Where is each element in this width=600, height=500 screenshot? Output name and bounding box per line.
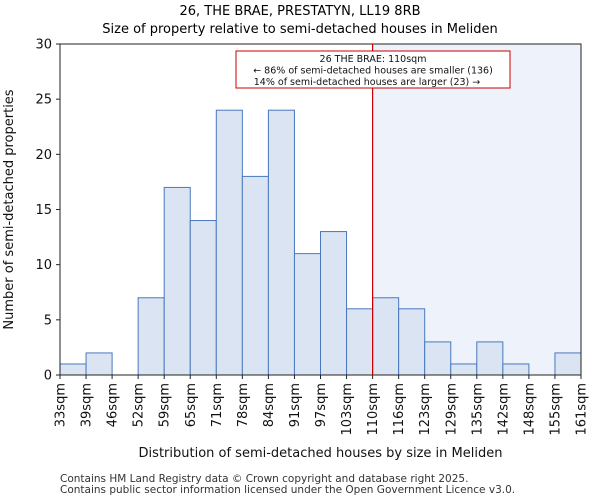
annotation-line-2: ← 86% of semi-detached houses are smalle… — [253, 66, 493, 77]
bar-52sqm — [137, 297, 165, 376]
x-tick-label-103sqm: 103sqm — [340, 383, 355, 436]
bar-129sqm — [450, 363, 478, 376]
x-tick-label-135sqm: 135sqm — [470, 383, 485, 436]
x-tick-label-116sqm: 116sqm — [392, 383, 407, 436]
bar-123sqm — [424, 341, 452, 376]
y-tick-label: 10 — [35, 258, 52, 273]
bar-135sqm — [476, 341, 504, 376]
x-tick-label-91sqm: 91sqm — [288, 383, 303, 427]
x-tick-label-110sqm: 110sqm — [366, 383, 381, 436]
annotation-box — [235, 50, 511, 89]
bar-65sqm — [189, 220, 217, 376]
bar-59sqm — [163, 186, 191, 376]
x-tick-label-129sqm: 129sqm — [444, 383, 459, 436]
bar-155sqm — [554, 352, 582, 376]
footer-attribution-1: Contains HM Land Registry data © Crown c… — [60, 473, 469, 485]
bar-78sqm — [241, 175, 269, 376]
x-tick-label-46sqm: 46sqm — [106, 383, 121, 427]
y-tick-label: 0 — [44, 369, 52, 384]
annotation-line-3: 14% of semi-detached houses are larger (… — [254, 77, 481, 88]
x-tick-label-123sqm: 123sqm — [418, 383, 433, 436]
x-tick-label-148sqm: 148sqm — [522, 383, 537, 436]
bar-71sqm — [215, 109, 243, 376]
bar-103sqm — [346, 308, 374, 376]
chart-subtitle: Size of property relative to semi-detach… — [102, 22, 498, 37]
x-tick-label-52sqm: 52sqm — [132, 383, 147, 427]
x-axis-title: Distribution of semi-detached houses by … — [139, 446, 503, 461]
y-tick-label: 30 — [35, 38, 52, 53]
x-tick-label-78sqm: 78sqm — [236, 383, 251, 427]
bar-116sqm — [398, 308, 426, 376]
y-tick-label: 15 — [35, 203, 52, 218]
x-tick-label-65sqm: 65sqm — [184, 383, 199, 427]
x-tick-label-161sqm: 161sqm — [575, 383, 590, 436]
x-tick-label-39sqm: 39sqm — [80, 383, 95, 427]
x-tick-label-97sqm: 97sqm — [314, 383, 329, 427]
chart-title: 26, THE BRAE, PRESTATYN, LL19 8RB — [179, 4, 421, 19]
bar-97sqm — [320, 231, 348, 376]
bar-142sqm — [502, 363, 530, 376]
x-tick-label-71sqm: 71sqm — [210, 383, 225, 427]
x-tick-label-84sqm: 84sqm — [262, 383, 277, 427]
y-tick-label: 25 — [35, 93, 52, 108]
bar-39sqm — [85, 352, 113, 376]
bar-110sqm — [372, 297, 400, 376]
y-tick-label: 5 — [44, 313, 52, 328]
x-tick-label-155sqm: 155sqm — [548, 383, 563, 436]
footer-attribution-2: Contains public sector information licen… — [60, 484, 516, 496]
y-tick-label: 20 — [35, 148, 52, 163]
bar-91sqm — [293, 253, 322, 376]
x-tick-label-33sqm: 33sqm — [54, 383, 69, 427]
bar-84sqm — [267, 109, 295, 376]
x-tick-label-142sqm: 142sqm — [496, 383, 511, 436]
annotation-line-1: 26 THE BRAE: 110sqm — [320, 54, 427, 65]
y-axis-title: Number of semi-detached properties — [2, 89, 17, 329]
bar-33sqm — [59, 363, 87, 376]
x-tick-label-59sqm: 59sqm — [158, 383, 173, 427]
